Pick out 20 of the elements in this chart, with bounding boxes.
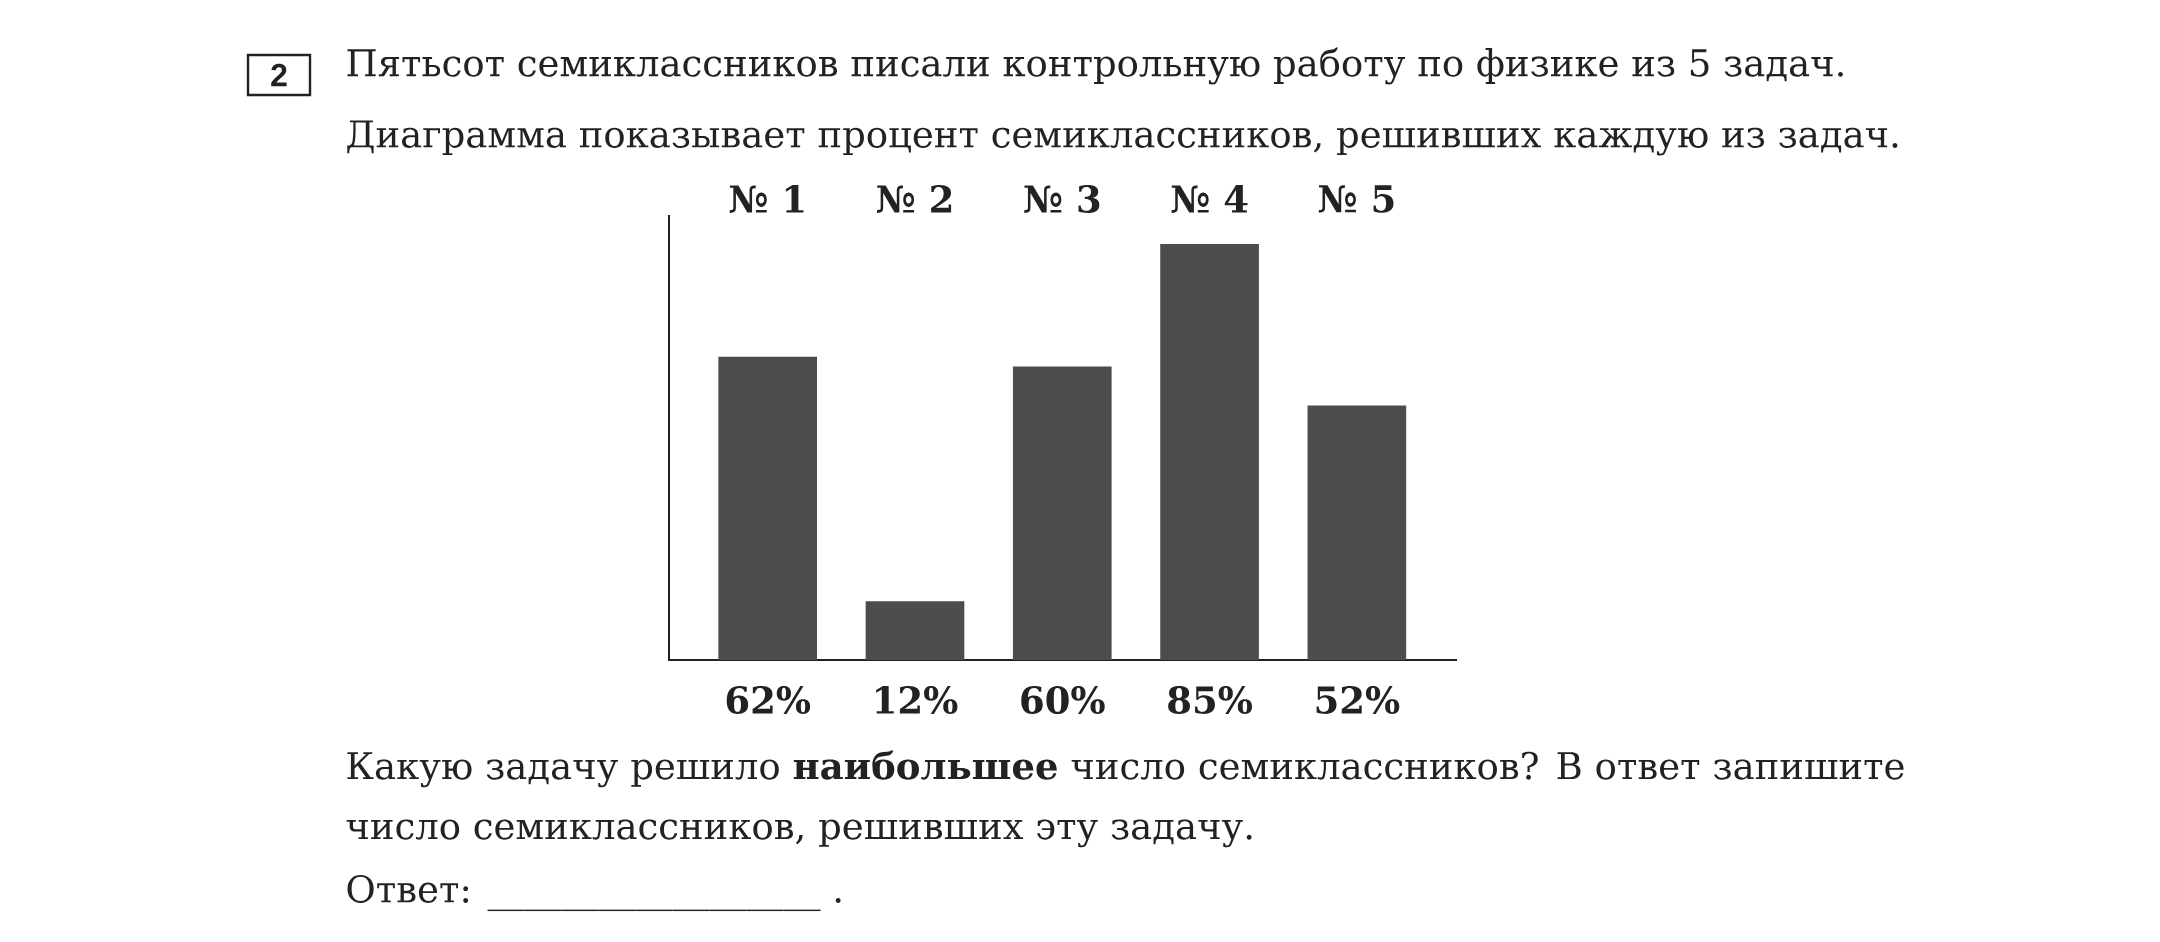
chart-subtitle: Диаграмма показывает процент семиклассников, решивших каждую из задач.: [347, 120, 1898, 156]
bar: [1012, 366, 1112, 660]
data-label: 60%: [1021, 685, 1105, 714]
bar: [865, 601, 965, 660]
text: Ответ: __________________ .: [347, 874, 841, 912]
x-tick-label: № 5: [1318, 185, 1394, 213]
x-tick-label: № 3: [1024, 184, 1100, 213]
text: Какую задачу решило наибольшее число семиклассников? В ответ запишите число семиклассников, решивших эту задачу.: [346, 750, 1904, 848]
data-label: 62%: [726, 685, 811, 714]
data-label: 52%: [1316, 685, 1400, 714]
text: 2: [271, 63, 287, 87]
x-tick-label: № 1: [729, 184, 804, 213]
data-label: 12%: [876, 685, 958, 714]
x-tick-label: № 4: [1171, 184, 1248, 213]
x-tick-label: № 2: [877, 184, 952, 213]
bar: [1160, 244, 1259, 660]
chart-title: Пятьсот семиклассников писали контрольную работу по физике из 5 задач.: [347, 47, 1843, 85]
bar: [718, 356, 818, 660]
bar: [1307, 405, 1407, 660]
data-label: 85%: [1168, 685, 1252, 714]
